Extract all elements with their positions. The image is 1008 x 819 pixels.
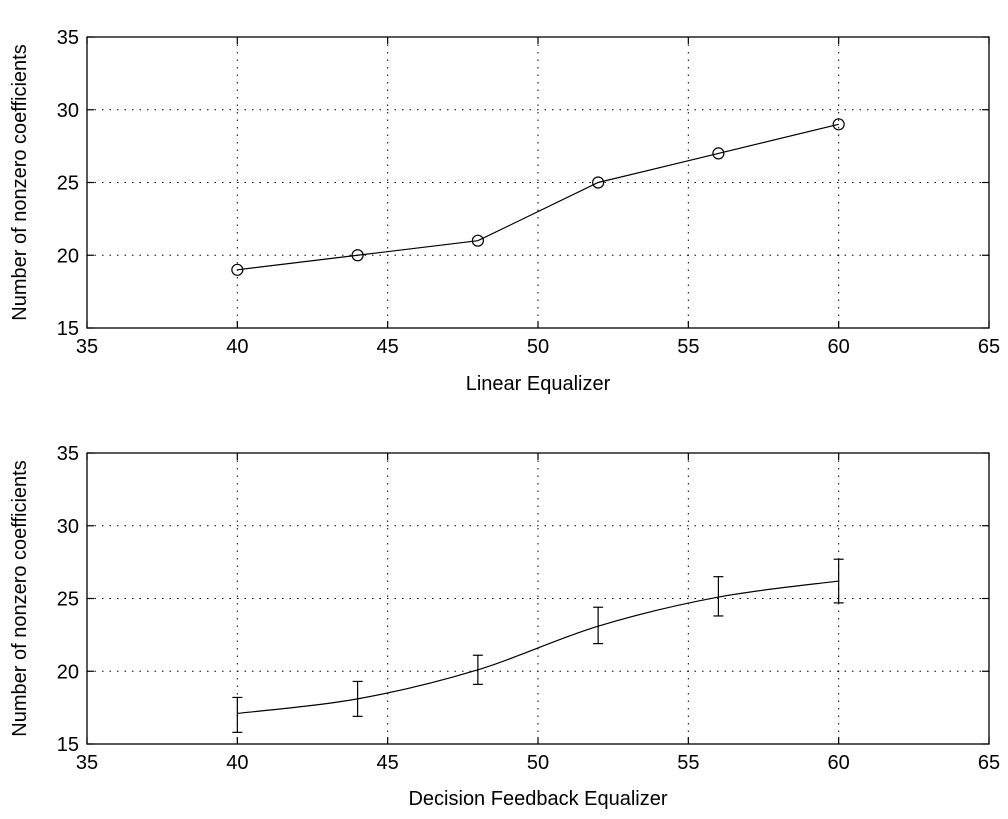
y-axis-label: Number of nonzero coefficients <box>9 460 31 736</box>
x-tick-label: 45 <box>377 752 399 774</box>
x-axis-label: Linear Equalizer <box>466 373 611 395</box>
data-point-marker <box>592 176 605 189</box>
y-tick-label: 20 <box>57 245 79 267</box>
x-axis-label: Decision Feedback Equalizer <box>408 788 667 810</box>
data-point-marker <box>471 234 484 247</box>
x-tick-label: 60 <box>828 752 850 774</box>
y-tick-label: 35 <box>57 443 79 465</box>
y-tick-label: 20 <box>57 661 79 683</box>
data-point-marker <box>351 249 364 262</box>
y-axis-label: Number of nonzero coefficients <box>9 44 31 320</box>
y-tick-label: 25 <box>57 173 79 195</box>
y-tick-label: 25 <box>57 589 79 611</box>
x-tick-label: 35 <box>76 336 98 358</box>
x-tick-label: 50 <box>527 336 549 358</box>
x-tick-label: 65 <box>978 752 1000 774</box>
y-tick-label: 15 <box>57 318 79 340</box>
y-tick-label: 30 <box>57 516 79 538</box>
y-tick-label: 15 <box>57 734 79 756</box>
x-tick-label: 65 <box>978 336 1000 358</box>
decision-feedback-equalizer-plot: 35 40 45 50 55 60 65 15 20 25 30 35 Decision Feedbac… <box>9 443 1000 810</box>
x-tick-label: 55 <box>677 336 699 358</box>
x-tick-label: 35 <box>76 752 98 774</box>
x-tick-label: 45 <box>377 336 399 358</box>
data-point-marker <box>231 263 244 276</box>
data-point-marker <box>712 147 725 160</box>
x-tick-label: 55 <box>677 752 699 774</box>
y-tick-label: 30 <box>57 100 79 122</box>
series-line <box>237 123 839 271</box>
y-tick-label: 35 <box>57 27 79 49</box>
linear-equalizer-plot: 35 40 45 50 55 60 65 15 20 25 30 35 Linear Equalizer… <box>9 27 1000 395</box>
x-tick-label: 40 <box>226 752 248 774</box>
series-line <box>237 580 839 715</box>
x-tick-label: 40 <box>226 336 248 358</box>
x-tick-label: 50 <box>527 752 549 774</box>
x-tick-label: 60 <box>828 336 850 358</box>
data-point-marker <box>832 118 845 131</box>
